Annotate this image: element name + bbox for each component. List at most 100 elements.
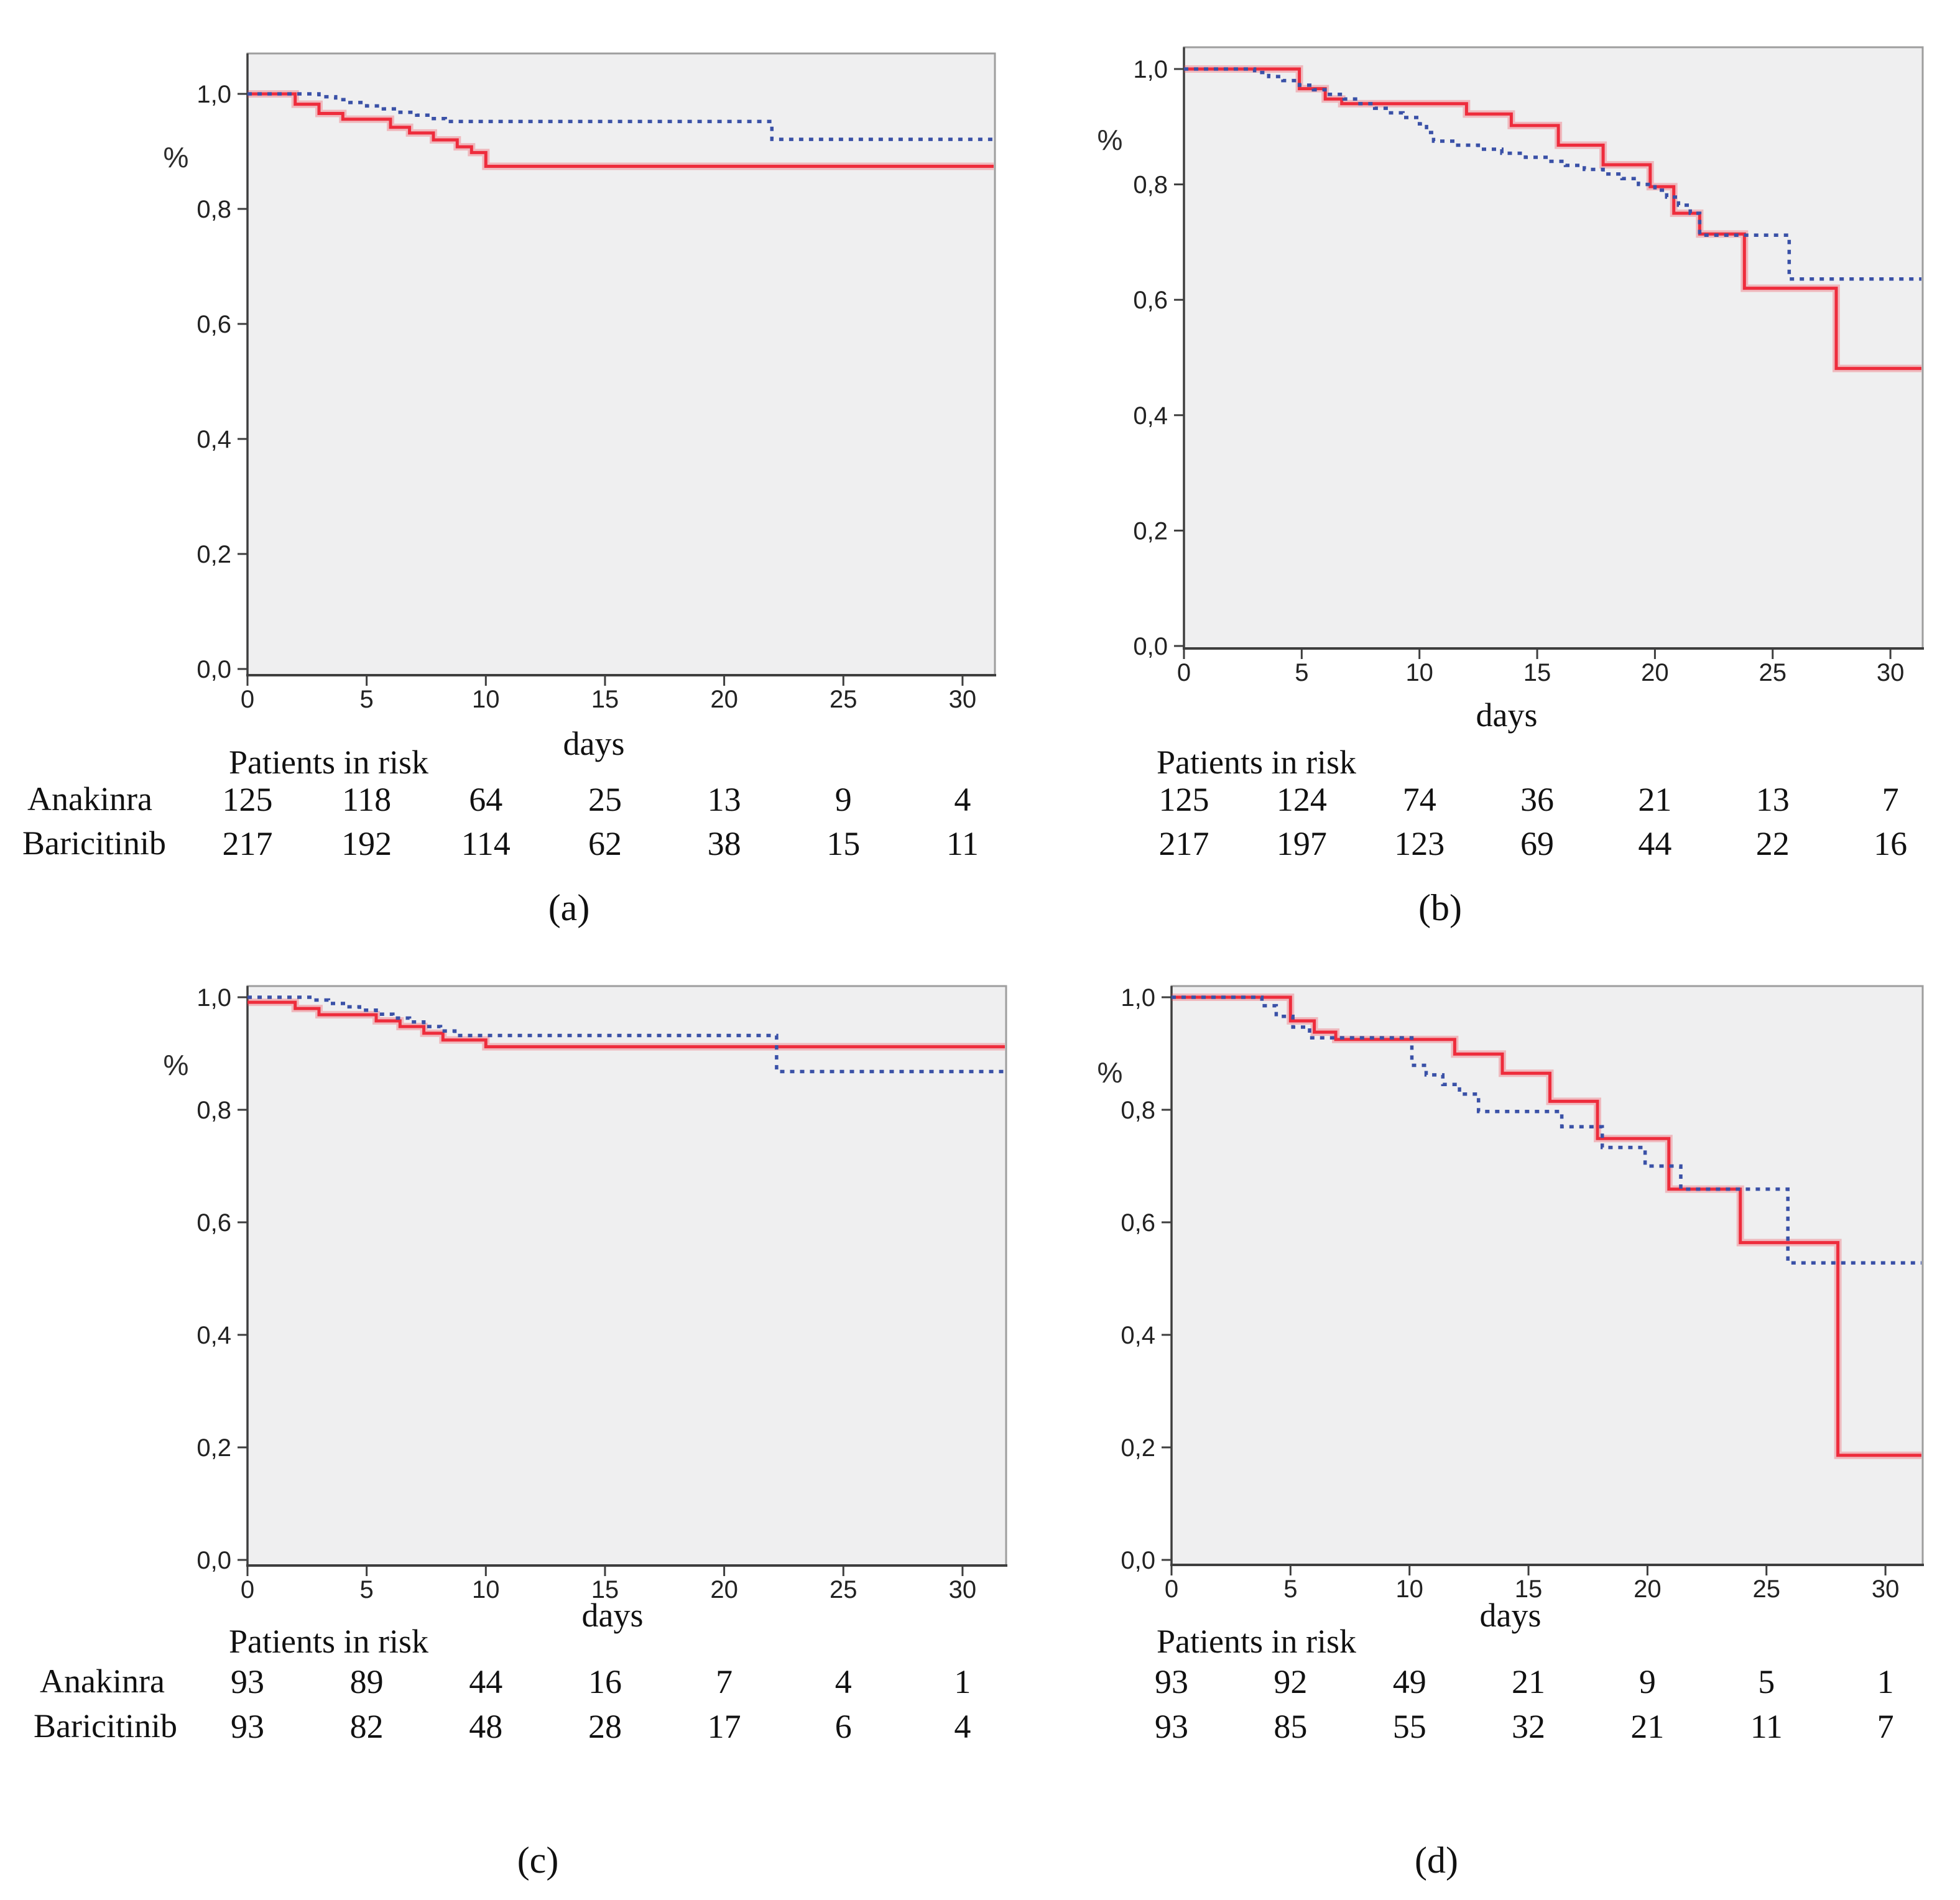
x-tick-label-b: 30 (1877, 659, 1905, 686)
x-tick-label-a: 15 (591, 686, 619, 713)
panel-caption-b: (b) (1418, 887, 1462, 928)
risk-table-header-c: Patients in risk (229, 1623, 428, 1660)
risk-value-d-anakinra-day15: 21 (1512, 1663, 1545, 1700)
x-tick-label-b: 10 (1405, 659, 1433, 686)
y-tick-label-c: 0,2 (196, 1434, 231, 1462)
risk-value-c-baricitinib-day15: 28 (588, 1708, 622, 1745)
risk-value-a-anakinra-day20: 13 (708, 781, 741, 818)
risk-value-a-anakinra-day30: 4 (954, 781, 971, 818)
risk-value-c-baricitinib-day25: 6 (835, 1708, 852, 1745)
risk-value-b-anakinra-day25: 13 (1756, 781, 1790, 818)
x-tick-label-a: 5 (360, 686, 374, 713)
x-tick-label-c: 10 (472, 1576, 500, 1603)
y-tick-label-a: 0,8 (196, 196, 231, 223)
x-axis-label-d: days (1479, 1597, 1542, 1634)
risk-value-a-baricitinib-day15: 62 (588, 825, 622, 862)
risk-value-c-baricitinib-day0: 93 (231, 1708, 264, 1745)
y-axis-label-d: % (1097, 1056, 1123, 1089)
risk-value-b-baricitinib-day25: 22 (1756, 825, 1790, 862)
risk-value-a-baricitinib-day5: 192 (341, 825, 392, 862)
x-tick-label-c: 20 (710, 1576, 738, 1603)
risk-value-c-baricitinib-day10: 48 (469, 1708, 502, 1745)
x-tick-label-d: 30 (1872, 1575, 1900, 1603)
risk-value-a-anakinra-day5: 118 (342, 781, 391, 818)
risk-table-header-d: Patients in risk (1157, 1623, 1356, 1660)
risk-value-a-baricitinib-day25: 15 (826, 825, 860, 862)
risk-value-d-anakinra-day20: 9 (1639, 1663, 1656, 1700)
risk-table-header-b: Patients in risk (1157, 744, 1356, 781)
risk-value-c-anakinra-day15: 16 (588, 1663, 622, 1700)
x-axis-label-c: days (581, 1597, 644, 1634)
x-tick-label-a: 25 (830, 686, 858, 713)
risk-value-a-baricitinib-day30: 11 (946, 825, 979, 862)
risk-value-a-anakinra-day10: 64 (469, 781, 502, 818)
risk-value-d-baricitinib-day0: 93 (1155, 1708, 1188, 1745)
risk-value-c-anakinra-day10: 44 (469, 1663, 502, 1700)
y-axis-label-b: % (1097, 124, 1123, 156)
risk-value-a-anakinra-day25: 9 (835, 781, 852, 818)
risk-value-a-baricitinib-day20: 38 (708, 825, 741, 862)
x-tick-label-c: 0 (241, 1576, 254, 1603)
risk-value-c-anakinra-day30: 1 (954, 1663, 971, 1700)
x-tick-label-a: 10 (472, 686, 500, 713)
risk-value-b-anakinra-day10: 74 (1403, 781, 1436, 818)
panel-caption-d: (d) (1415, 1840, 1458, 1881)
x-tick-label-b: 15 (1523, 659, 1551, 686)
y-tick-label-a: 0,0 (196, 656, 231, 683)
risk-value-d-baricitinib-day25: 11 (1750, 1708, 1783, 1745)
plot-area-b (1183, 46, 1924, 650)
y-tick-label-c: 0,8 (196, 1097, 231, 1124)
risk-value-c-anakinra-day0: 93 (231, 1663, 264, 1700)
x-axis-label-b: days (1476, 696, 1538, 734)
risk-value-b-baricitinib-day10: 123 (1394, 825, 1445, 862)
y-tick-label-c: 0,0 (196, 1547, 231, 1574)
y-tick-label-d: 0,8 (1121, 1097, 1155, 1124)
risk-value-c-baricitinib-day30: 4 (954, 1708, 971, 1745)
y-tick-label-a: 1,0 (196, 81, 231, 108)
risk-value-a-baricitinib-day0: 217 (223, 825, 273, 862)
risk-value-a-anakinra-day15: 25 (588, 781, 622, 818)
risk-value-b-anakinra-day5: 124 (1277, 781, 1327, 818)
y-tick-label-b: 0,6 (1133, 287, 1168, 314)
risk-value-b-baricitinib-day15: 69 (1520, 825, 1554, 862)
y-tick-label-a: 0,4 (196, 426, 231, 453)
series-baricitinib-line-c (247, 995, 1005, 1074)
y-tick-label-b: 0,0 (1133, 633, 1168, 660)
y-tick-label-a: 0,2 (196, 541, 231, 568)
risk-row-label-anakinra-top: Anakinra (27, 780, 152, 818)
y-tick-label-b: 1,0 (1133, 56, 1168, 83)
risk-value-c-baricitinib-day20: 17 (708, 1708, 741, 1745)
risk-value-b-anakinra-day0: 125 (1159, 781, 1209, 818)
y-tick-label-d: 0,0 (1121, 1547, 1155, 1574)
x-tick-label-d: 15 (1515, 1575, 1543, 1603)
x-tick-label-b: 25 (1759, 659, 1787, 686)
x-tick-label-a: 30 (949, 686, 977, 713)
risk-value-b-anakinra-day20: 21 (1638, 781, 1671, 818)
risk-value-b-anakinra-day15: 36 (1520, 781, 1554, 818)
x-tick-label-c: 30 (949, 1576, 977, 1603)
risk-value-b-baricitinib-day30: 16 (1874, 825, 1907, 862)
risk-value-c-anakinra-day25: 4 (835, 1663, 852, 1700)
risk-value-c-baricitinib-day5: 82 (350, 1708, 384, 1745)
risk-value-d-baricitinib-day30: 7 (1877, 1708, 1894, 1745)
series-anakinra-line-c (247, 1000, 1005, 1049)
plot-area-a (246, 52, 996, 676)
risk-value-c-anakinra-day5: 89 (350, 1663, 384, 1700)
x-tick-label-a: 0 (241, 686, 254, 713)
risk-value-d-anakinra-day30: 1 (1877, 1663, 1894, 1700)
risk-value-d-baricitinib-day10: 55 (1393, 1708, 1426, 1745)
risk-value-d-baricitinib-day5: 85 (1274, 1708, 1307, 1745)
risk-value-d-baricitinib-day15: 32 (1512, 1708, 1545, 1745)
risk-value-a-anakinra-day0: 125 (223, 781, 273, 818)
risk-value-d-anakinra-day10: 49 (1393, 1663, 1426, 1700)
x-tick-label-d: 10 (1395, 1575, 1423, 1603)
risk-row-label-anakinra-bottom: Anakinra (40, 1662, 165, 1700)
x-tick-label-d: 0 (1165, 1575, 1178, 1603)
y-tick-label-d: 1,0 (1121, 984, 1155, 1012)
y-tick-label-d: 0,2 (1121, 1434, 1155, 1462)
y-tick-label-d: 0,4 (1121, 1322, 1155, 1349)
series-baricitinib-line-d (1172, 995, 1921, 1265)
series-anakinra-line-d (1172, 995, 1921, 1457)
